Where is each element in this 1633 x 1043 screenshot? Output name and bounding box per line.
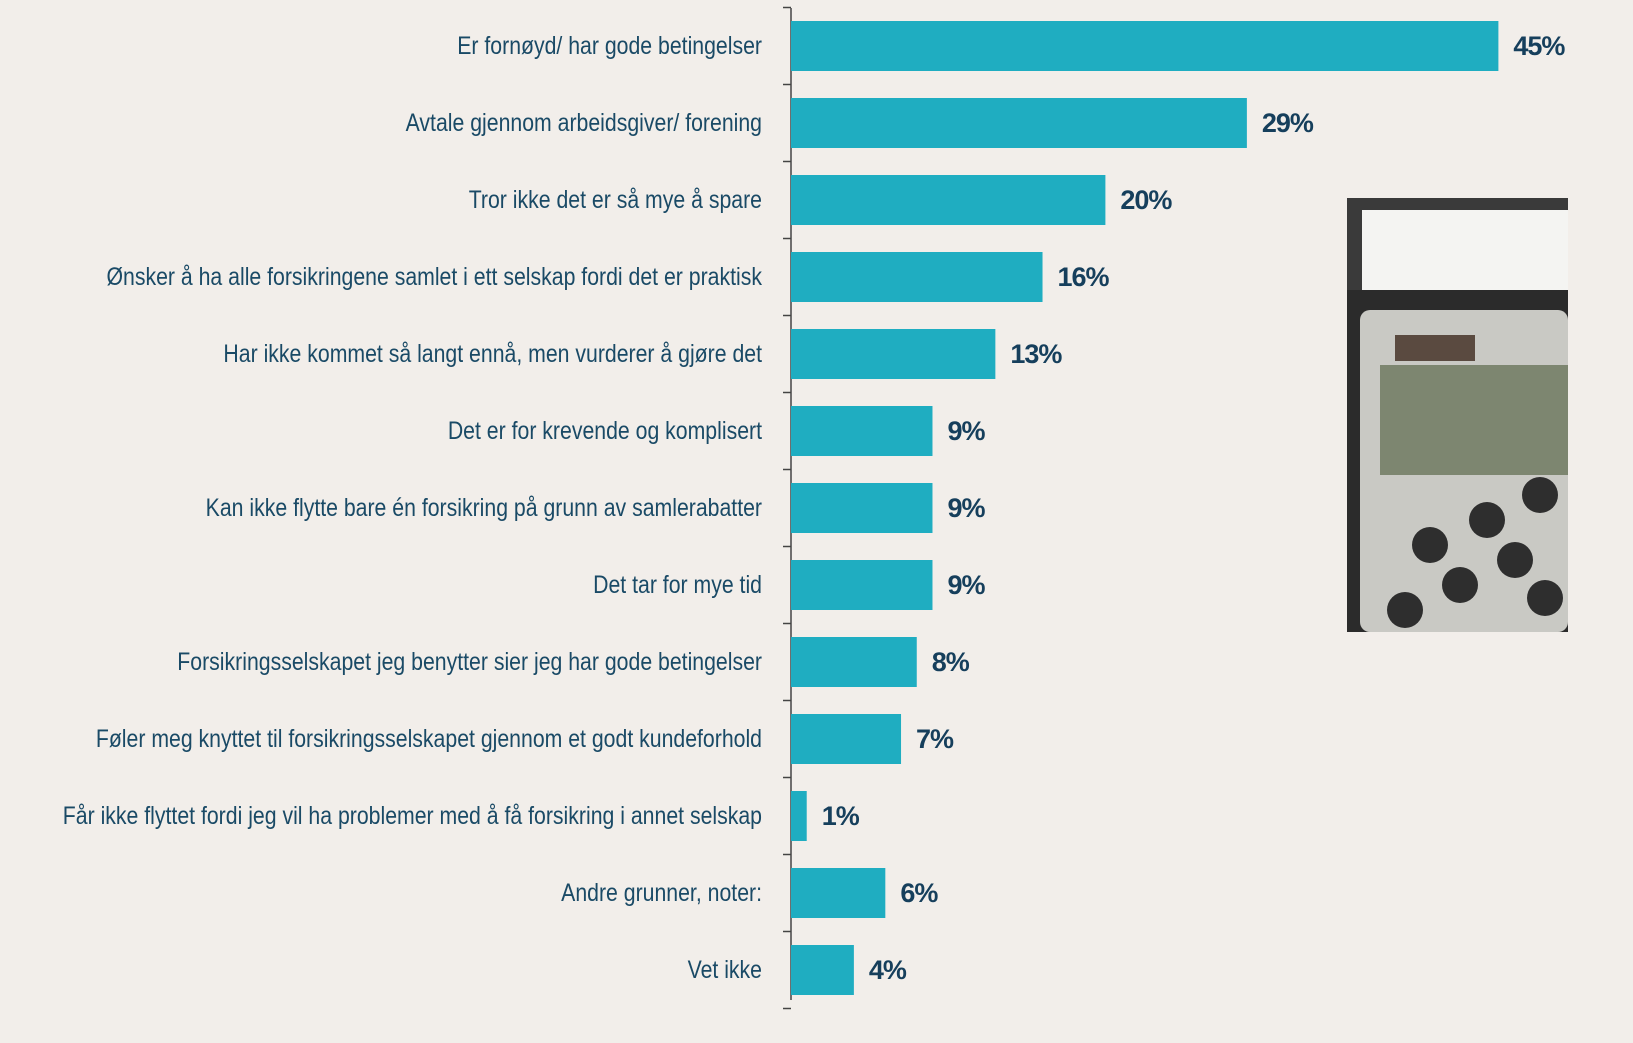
bar [791, 21, 1499, 71]
category-label: Har ikke kommet så langt ennå, men vurde… [223, 340, 762, 368]
category-label: Vet ikke [687, 956, 762, 984]
category-label: Andre grunner, noter: [561, 879, 762, 907]
bar [791, 483, 933, 533]
category-label: Kan ikke flytte bare én forsikring på gr… [205, 494, 762, 522]
bar [791, 406, 933, 456]
category-label: Tror ikke det er så mye å spare [468, 186, 762, 214]
category-label: Er fornøyd/ har gode betingelser [457, 32, 762, 60]
value-label: 9% [947, 493, 985, 523]
value-label: 45% [1513, 31, 1565, 61]
value-label: 9% [947, 570, 985, 600]
bar [791, 714, 902, 764]
value-label: 9% [947, 416, 985, 446]
value-label: 7% [916, 724, 954, 754]
value-label: 1% [822, 801, 860, 831]
value-label: 20% [1120, 185, 1172, 215]
category-label: Avtale gjennom arbeidsgiver/ forening [405, 109, 762, 137]
category-label: Føler meg knyttet til forsikringsselskap… [95, 725, 763, 753]
category-label: Det tar for mye tid [593, 571, 762, 599]
value-label: 6% [900, 878, 938, 908]
category-label: Får ikke flyttet fordi jeg vil ha proble… [62, 802, 763, 830]
bar [791, 175, 1106, 225]
category-label: Det er for krevende og komplisert [447, 417, 762, 445]
value-label: 29% [1262, 108, 1314, 138]
bar [791, 637, 917, 687]
bar [791, 868, 886, 918]
bar [791, 98, 1247, 148]
value-label: 16% [1058, 262, 1110, 292]
bar [791, 252, 1043, 302]
category-label: Forsikringsselskapet jeg benytter sier j… [177, 648, 762, 676]
value-label: 8% [932, 647, 970, 677]
value-label: 4% [869, 955, 907, 985]
bar [791, 329, 996, 379]
bar [791, 791, 807, 841]
bar [791, 945, 854, 995]
photo [1347, 198, 1568, 632]
bar [791, 560, 933, 610]
value-label: 13% [1010, 339, 1062, 369]
category-label: Ønsker å ha alle forsikringene samlet i … [106, 263, 763, 291]
